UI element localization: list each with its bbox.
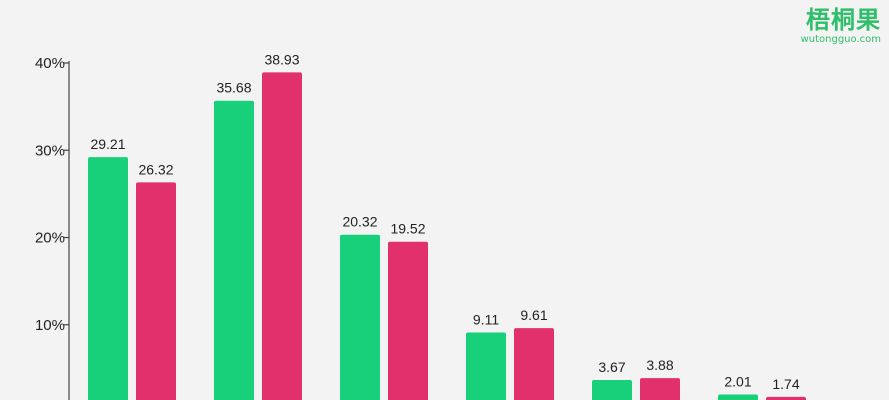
bar — [388, 241, 428, 400]
bar — [718, 394, 758, 400]
bar-value-label: 20.32 — [342, 214, 377, 230]
logo-name: 梧桐果 — [806, 6, 881, 34]
bar — [592, 379, 632, 400]
bar — [136, 182, 176, 400]
bar — [766, 396, 806, 400]
bar — [88, 157, 128, 400]
brand-logo: 梧桐果 wutongguo.com — [801, 6, 881, 46]
bar-value-label: 3.88 — [646, 357, 673, 373]
bar — [214, 100, 254, 400]
logo-url: wutongguo.com — [800, 34, 881, 45]
bar-value-label: 35.68 — [216, 80, 251, 96]
y-tick-label: 30% — [35, 142, 65, 159]
bar-value-label: 26.32 — [138, 161, 173, 177]
y-tick-label: 20% — [35, 230, 65, 247]
bar-value-label: 9.11 — [473, 312, 499, 328]
bar — [514, 328, 554, 400]
bar — [640, 378, 680, 400]
bar — [340, 234, 380, 400]
y-tick-label: 40% — [35, 55, 65, 72]
bar-value-label: 1.74 — [772, 376, 799, 392]
bar-value-label: 19.52 — [390, 221, 425, 237]
bar-value-label: 38.93 — [264, 51, 299, 67]
bar-value-label: 3.67 — [598, 359, 625, 375]
bar-value-label: 29.21 — [90, 136, 125, 152]
bar — [262, 72, 302, 400]
bar — [466, 332, 506, 400]
bar-value-label: 9.61 — [520, 307, 547, 323]
y-tick-label: 10% — [35, 317, 65, 334]
bar-value-label: 2.01 — [724, 373, 751, 389]
